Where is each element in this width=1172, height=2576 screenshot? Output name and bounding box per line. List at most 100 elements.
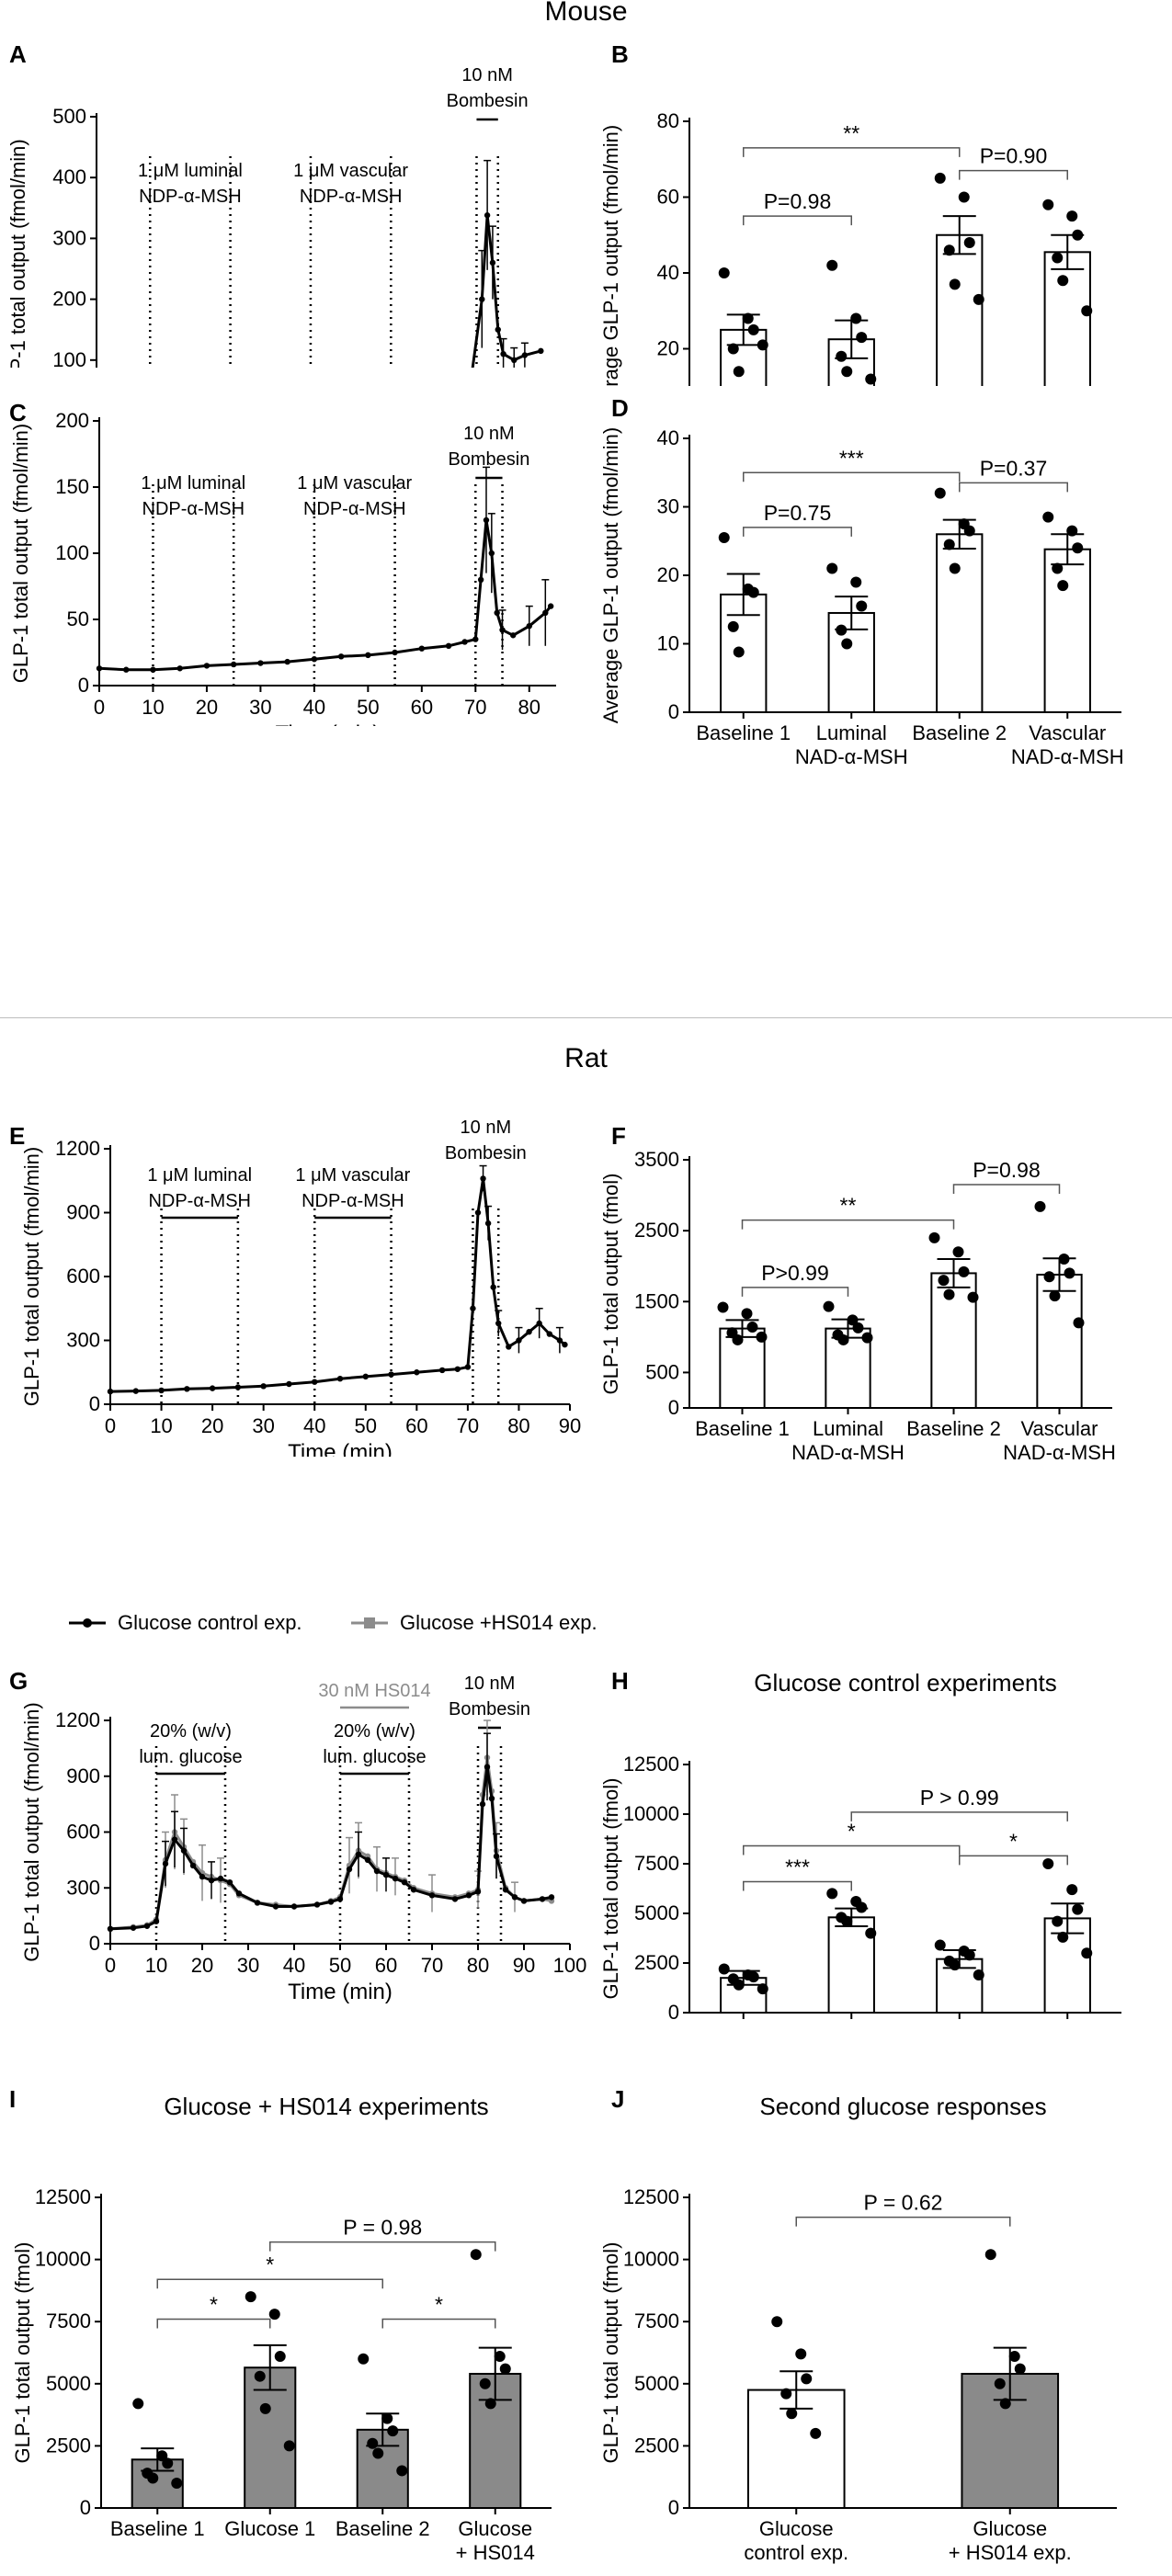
data-point	[162, 1860, 169, 1867]
y-tick-label: 0	[89, 1932, 100, 1955]
y-tick-label: 80	[657, 109, 679, 132]
bar	[936, 233, 984, 386]
y-tick-label: 150	[55, 475, 89, 498]
bar	[936, 533, 984, 713]
panel-B-chart: 020406080Average GLP-1 output (fmol/min)…	[602, 40, 1093, 386]
significance-bracket	[743, 1880, 852, 1891]
annotation-text: lum. glucose	[323, 1747, 426, 1767]
y-tick-label: 0	[668, 2001, 679, 2022]
y-axis-label: GLP-1 total output (fmol)	[11, 2242, 34, 2464]
data-point	[1042, 199, 1054, 210]
data-point	[495, 326, 501, 333]
y-axis-label: GLP-1 total output (fmol)	[602, 2242, 622, 2464]
data-point	[313, 1901, 321, 1908]
data-point	[494, 2351, 506, 2363]
data-point	[381, 2412, 393, 2424]
data-point	[337, 653, 345, 660]
data-point	[355, 1851, 362, 1857]
data-point	[717, 1301, 729, 1313]
data-point	[865, 1927, 877, 1939]
data-point	[489, 259, 496, 267]
panel-letter: G	[9, 1667, 28, 1695]
data-point	[1057, 275, 1069, 287]
data-point	[470, 2249, 482, 2261]
data-point	[373, 1867, 381, 1875]
data-point	[162, 2457, 174, 2469]
data-point	[1008, 2351, 1020, 2363]
annotation-text: lum. glucose	[139, 1747, 242, 1767]
x-tick-label: 20	[201, 1414, 223, 1437]
data-point	[472, 636, 479, 642]
panel-letter: H	[611, 1667, 629, 1695]
data-point	[490, 1284, 496, 1290]
panel-I-chart: 0 2500 5000 7500 10000 12500 GLP-1 total outpu…	[9, 2085, 552, 2564]
significance-bracket	[959, 169, 1068, 180]
significance-label: P=0.98	[764, 189, 832, 213]
data-point	[984, 2249, 996, 2261]
data-point	[733, 366, 745, 378]
category-label: NAD-α-MSH	[1011, 745, 1124, 768]
annotation-text: NDP-α-MSH	[142, 499, 245, 519]
y-tick-label: 300	[66, 1329, 100, 1352]
significance-bracket	[381, 2318, 496, 2329]
data-point	[130, 1924, 137, 1931]
data-point	[861, 1332, 873, 1344]
x-tick-label: 10	[150, 1414, 172, 1437]
data-point	[226, 1878, 233, 1886]
x-tick-label: 50	[329, 1954, 351, 1977]
significance-label: *	[210, 2292, 218, 2316]
data-point	[952, 1246, 964, 1258]
data-point	[392, 1875, 399, 1882]
category-label: Vascular	[1021, 1417, 1098, 1440]
data-point	[757, 339, 768, 351]
data-point	[967, 1291, 979, 1303]
significance-bracket	[741, 1287, 849, 1297]
data-point	[153, 1918, 160, 1924]
annotation-text: 1 μM luminal	[141, 473, 245, 494]
significance-bracket	[795, 2216, 1011, 2227]
data-point	[259, 2402, 271, 2414]
x-tick-label: 10	[142, 696, 164, 719]
annotation-text: 1 μM luminal	[138, 161, 243, 181]
data-point	[107, 1388, 114, 1395]
data-point	[1058, 1254, 1070, 1265]
panel-letter: F	[611, 1122, 626, 1150]
data-point	[268, 2309, 280, 2321]
data-point	[184, 1386, 190, 1392]
y-tick-label: 60	[657, 186, 679, 209]
data-point	[963, 1949, 975, 1961]
data-point	[479, 1800, 486, 1808]
data-point	[928, 1231, 940, 1243]
data-point	[260, 1383, 267, 1390]
data-point	[963, 237, 975, 248]
data-point	[742, 312, 754, 324]
annotation-text: 1 μM vascular	[295, 1165, 410, 1186]
data-point	[780, 2388, 792, 2400]
annotation-text: 10 nM	[461, 1118, 512, 1138]
data-point	[973, 293, 984, 305]
data-point	[949, 562, 961, 574]
data-point	[1043, 1271, 1055, 1283]
data-point	[96, 665, 103, 672]
panel-letter: A	[9, 40, 27, 68]
annotation-text: NDP-α-MSH	[303, 499, 406, 519]
significance-bracket	[743, 527, 852, 537]
data-point	[132, 1388, 139, 1394]
y-tick-label: 3500	[634, 1148, 679, 1171]
data-point	[747, 586, 759, 598]
significance-label: *	[1009, 1829, 1018, 1853]
x-tick-label: 70	[464, 696, 486, 719]
data-point	[123, 666, 130, 673]
data-point	[474, 1209, 482, 1216]
x-tick-label: 40	[283, 1954, 305, 1977]
data-point	[510, 632, 517, 639]
data-point	[272, 1903, 279, 1910]
data-point	[823, 1300, 835, 1312]
x-tick-label: 10	[145, 1954, 167, 1977]
annotation-text: Bombesin	[445, 1143, 527, 1163]
significance-bracket	[743, 471, 961, 482]
bar	[1043, 548, 1091, 713]
y-tick-label: 12500	[623, 1753, 679, 1776]
